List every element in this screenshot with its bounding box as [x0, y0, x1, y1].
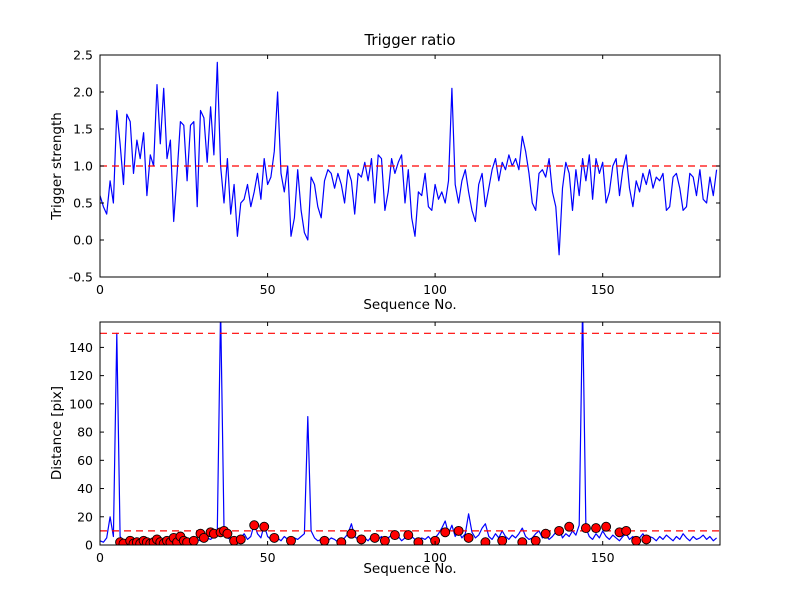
scatter-point: [379, 535, 390, 545]
y-tick-label: 80: [77, 425, 93, 440]
scatter-point: [249, 520, 260, 531]
scatter-point: [413, 537, 424, 545]
y-tick-label: 0.0: [73, 233, 93, 248]
scatter-point: [440, 527, 451, 538]
scatter-point: [286, 535, 296, 545]
y-tick-label: 0.5: [73, 196, 93, 211]
scatter-point: [480, 537, 491, 545]
y-tick-label: 60: [77, 453, 93, 468]
x-tick-label: 50: [260, 550, 276, 565]
scatter-point: [259, 521, 270, 532]
y-tick-label: 2.5: [73, 48, 93, 63]
scatter-point: [430, 535, 441, 545]
scatter-point: [631, 535, 642, 545]
scatter-point: [463, 532, 474, 543]
scatter-point: [356, 534, 367, 545]
scatter-point: [580, 523, 591, 534]
y-tick-label: -0.5: [69, 270, 93, 285]
scatter-point: [530, 535, 541, 545]
scatter-point: [621, 525, 632, 536]
y-tick-label: 1.0: [73, 159, 93, 174]
scatter-point: [389, 530, 400, 541]
scatter-point: [222, 528, 233, 539]
plot-area-0: [100, 61, 720, 256]
scatter-point: [336, 537, 347, 545]
y-tick-label: 100: [69, 396, 93, 411]
scatter-point: [369, 532, 380, 543]
scatter-point: [319, 535, 330, 545]
axes-box: [99, 321, 721, 546]
distance-line: [100, 322, 717, 543]
x-tick-label: 100: [423, 550, 447, 565]
y-tick-label: 1.5: [73, 122, 93, 137]
top-x-axis-label: Sequence No.: [363, 297, 457, 313]
scatter-point: [235, 534, 246, 545]
x-tick-label: 100: [423, 282, 447, 297]
bottom-y-axis-label: Distance [pix]: [49, 385, 65, 481]
y-tick-label: 140: [69, 340, 93, 355]
scatter-point: [497, 535, 508, 545]
y-tick-label: 0: [85, 538, 93, 553]
y-tick-label: 20: [77, 509, 93, 524]
scatter-point: [540, 528, 551, 539]
trigger-strength-line: [100, 61, 718, 256]
x-tick-label: 0: [96, 550, 104, 565]
scatter-point: [269, 532, 280, 543]
y-tick-label: 120: [69, 368, 93, 383]
bottom-x-axis-label: Sequence No.: [363, 561, 457, 577]
x-tick-label: 150: [591, 282, 615, 297]
scatter-point: [453, 525, 464, 536]
scatter-point: [591, 523, 601, 534]
scatter-point: [554, 525, 565, 536]
plot-area-1: [100, 322, 720, 545]
scatter-point: [641, 534, 652, 545]
scatter-point: [564, 521, 575, 532]
chart-title: Trigger ratio: [364, 31, 456, 49]
y-tick-label: 2.0: [73, 85, 93, 100]
x-tick-label: 50: [260, 282, 276, 297]
y-tick-label: 40: [77, 481, 93, 496]
scatter-point: [346, 528, 357, 539]
x-tick-label: 150: [591, 550, 615, 565]
x-tick-label: 0: [96, 282, 104, 297]
scatter-point: [403, 530, 414, 541]
top-y-axis-label: Trigger strength: [49, 112, 65, 220]
scatter-point: [188, 535, 199, 545]
scatter-point: [198, 532, 209, 543]
scatter-point: [601, 521, 612, 532]
scatter-point: [517, 537, 528, 545]
